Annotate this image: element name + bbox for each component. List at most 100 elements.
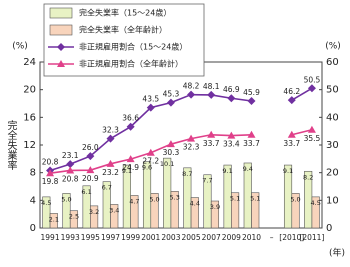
- marker: [106, 134, 115, 143]
- line-value-label: 30.3: [163, 148, 180, 157]
- marker: [166, 98, 175, 107]
- bar: [110, 204, 119, 229]
- bar-value-label: 5.1: [250, 195, 260, 203]
- x-tick-label: 2010: [242, 233, 261, 242]
- x-tick-label: 2009: [222, 233, 241, 242]
- bar-value-label: 9.6: [142, 164, 152, 172]
- marker: [307, 125, 316, 133]
- line-value-label: 20.9: [82, 174, 99, 183]
- bar-value-label: 5.3: [170, 193, 180, 201]
- marker: [207, 90, 216, 99]
- line-value-label: 23.2: [102, 168, 119, 177]
- marker: [307, 84, 316, 93]
- marker: [126, 122, 135, 131]
- bar-value-label: 5.0: [149, 195, 159, 203]
- y2-unit: (%): [325, 42, 341, 52]
- bar-value-label: 9.1: [222, 167, 232, 175]
- line-value-label: 19.8: [42, 177, 59, 186]
- y-tick-label: 24: [23, 57, 36, 68]
- line-value-label: 20.8: [42, 157, 59, 166]
- y-tick-label: 8: [30, 168, 36, 179]
- bar-value-label: 3.9: [210, 203, 220, 211]
- y-axis-label: 完全失業率: [5, 119, 17, 171]
- marker: [166, 140, 175, 148]
- marker: [187, 134, 196, 142]
- y2-tick-label: 10: [326, 195, 339, 206]
- line-value-label: 48.1: [203, 82, 220, 91]
- bar-value-label: 5.1: [230, 195, 240, 203]
- bar: [251, 192, 260, 229]
- bar-value-label: 9.4: [243, 165, 253, 173]
- line-value-label: 35.5: [304, 134, 321, 143]
- y-unit: (%): [12, 42, 28, 52]
- marker: [86, 166, 95, 174]
- line-value-label: 46.2: [283, 87, 300, 96]
- bar-value-label: 5.0: [290, 195, 300, 203]
- legend-marker: [57, 60, 65, 67]
- bar: [69, 210, 79, 229]
- marker: [66, 166, 75, 174]
- line-value-label: 33.7: [283, 139, 300, 148]
- line-value-label: 33.4: [223, 140, 240, 149]
- bar: [150, 193, 159, 229]
- y2-tick-label: 40: [326, 112, 339, 123]
- line-value-label: 32.3: [183, 143, 200, 152]
- line-value-label: 33.7: [243, 139, 260, 148]
- legend-label: 完全失業率（全年齢計）: [79, 25, 167, 35]
- bar: [130, 195, 139, 229]
- x-tick-label: [2010]: [279, 233, 304, 242]
- bar: [49, 213, 58, 229]
- bar-value-label: 8.7: [182, 170, 192, 178]
- legend-swatch: [49, 7, 73, 19]
- marker: [227, 94, 236, 103]
- x-tick-label: 2003: [161, 233, 180, 242]
- bar: [291, 193, 300, 229]
- legend-swatch: [49, 24, 73, 36]
- y2-tick-label: 60: [326, 57, 339, 68]
- marker: [146, 103, 155, 112]
- marker: [86, 152, 95, 161]
- legend-marker: [57, 43, 65, 51]
- bar-value-label: 9.1: [122, 167, 132, 175]
- bar: [311, 196, 320, 229]
- x-tick-label: 1997: [101, 233, 120, 242]
- marker: [66, 160, 75, 169]
- bar-value-label: 3.2: [89, 208, 99, 216]
- line-value-label: 33.7: [203, 139, 220, 148]
- line-value-label: 46.9: [223, 85, 240, 94]
- marker: [227, 131, 236, 139]
- y2-tick-label: 50: [326, 85, 339, 96]
- bar-value-label: 4.4: [190, 200, 200, 208]
- line-value-label: 26.0: [82, 143, 99, 152]
- y-tick-label: 4: [30, 195, 36, 206]
- marker: [247, 97, 256, 106]
- marker: [46, 169, 55, 177]
- line-value-label: 36.6: [122, 114, 139, 123]
- x-tick-label: 2007: [202, 233, 221, 242]
- x-tick-label: 1993: [61, 233, 80, 242]
- y2-tick-label: 30: [326, 140, 339, 151]
- bar-value-label: 10.1: [160, 160, 174, 168]
- bar-value-label: 7.7: [202, 177, 212, 185]
- line-value-label: 43.5: [142, 95, 159, 104]
- marker: [126, 155, 135, 163]
- bar-value-label: 3.4: [109, 206, 119, 214]
- y-tick-label: 0: [30, 223, 36, 234]
- marker: [287, 130, 296, 138]
- bar-value-label: 9.1: [283, 167, 293, 175]
- y2-tick-label: 20: [326, 168, 339, 179]
- bar-value-label: 4.5: [311, 199, 321, 207]
- marker: [146, 148, 155, 156]
- line-value-label: 45.9: [243, 88, 260, 97]
- line-value-label: 45.3: [163, 90, 180, 99]
- x-tick-label: 1991: [41, 233, 60, 242]
- line-value-label: 27.2: [142, 157, 159, 166]
- x-tick-label: 1995: [81, 233, 100, 242]
- bar: [42, 196, 51, 229]
- marker: [106, 159, 115, 167]
- bar-value-label: 6.7: [102, 184, 112, 192]
- line-value-label: 48.2: [183, 82, 200, 91]
- bar: [210, 200, 220, 229]
- bar-value-label: 8.2: [303, 173, 313, 181]
- line-value-label: 24.9: [122, 163, 139, 172]
